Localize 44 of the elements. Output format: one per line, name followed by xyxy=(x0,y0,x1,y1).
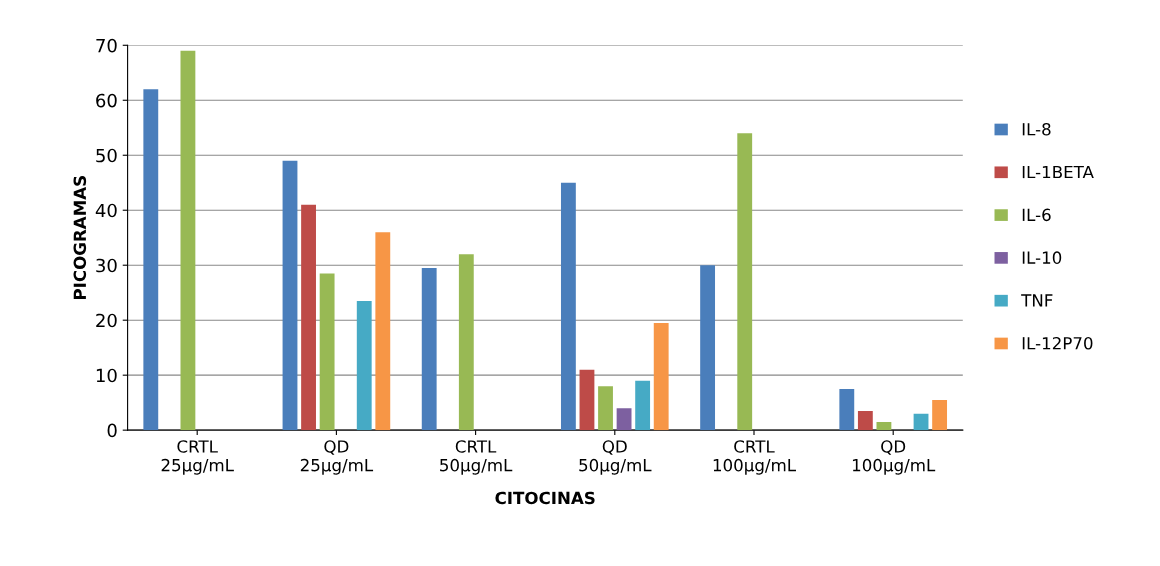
bar xyxy=(301,204,316,431)
bar xyxy=(737,133,753,431)
x-tick-label: QD 100µg/mL xyxy=(852,440,936,475)
x-tick-label: QD 25µg/mL xyxy=(300,440,374,475)
x-axis-title: CITOCINAS xyxy=(495,491,595,505)
x-tick-label: CRTL 50µg/mL xyxy=(440,440,513,475)
bar xyxy=(375,232,391,431)
bar xyxy=(616,408,632,431)
bar xyxy=(876,421,892,431)
bar xyxy=(839,388,855,431)
y-tick-label: 70 xyxy=(96,38,117,53)
bar xyxy=(560,182,576,431)
bar xyxy=(932,399,948,431)
legend-label: IL-12P70 xyxy=(1022,336,1093,350)
y-tick-label: 10 xyxy=(96,368,117,383)
bar xyxy=(653,322,669,431)
y-tick-label: 0 xyxy=(107,423,117,438)
bar xyxy=(180,50,196,431)
y-tick-label: 20 xyxy=(96,313,117,328)
x-tick-label: CRTL 100µg/mL xyxy=(713,440,796,475)
bar xyxy=(579,369,595,431)
x-tick-label: CRTL 25µg/mL xyxy=(161,440,234,475)
bar xyxy=(857,410,873,431)
legend-label: TNF xyxy=(1021,294,1053,307)
legend-label: IL-10 xyxy=(1022,251,1062,264)
bar xyxy=(635,380,651,431)
bar xyxy=(421,267,437,431)
bar xyxy=(282,160,298,431)
legend-label: IL-1BETA xyxy=(1022,165,1094,179)
legend-label: IL-6 xyxy=(1022,208,1051,222)
y-axis-title: PICOGRAMAS xyxy=(73,176,87,300)
y-tick-label: 50 xyxy=(96,148,117,163)
x-tick-label: QD 50µg/mL xyxy=(579,440,652,475)
y-tick-label: 40 xyxy=(95,203,117,218)
bar xyxy=(458,254,474,431)
legend-label: IL-8 xyxy=(1022,122,1051,136)
bar xyxy=(356,300,372,431)
bar xyxy=(700,265,716,431)
bar xyxy=(913,413,929,431)
bar xyxy=(319,273,335,431)
bar xyxy=(598,386,613,431)
y-tick-label: 60 xyxy=(96,93,117,108)
y-tick-label: 30 xyxy=(96,258,117,273)
bar xyxy=(143,89,159,431)
